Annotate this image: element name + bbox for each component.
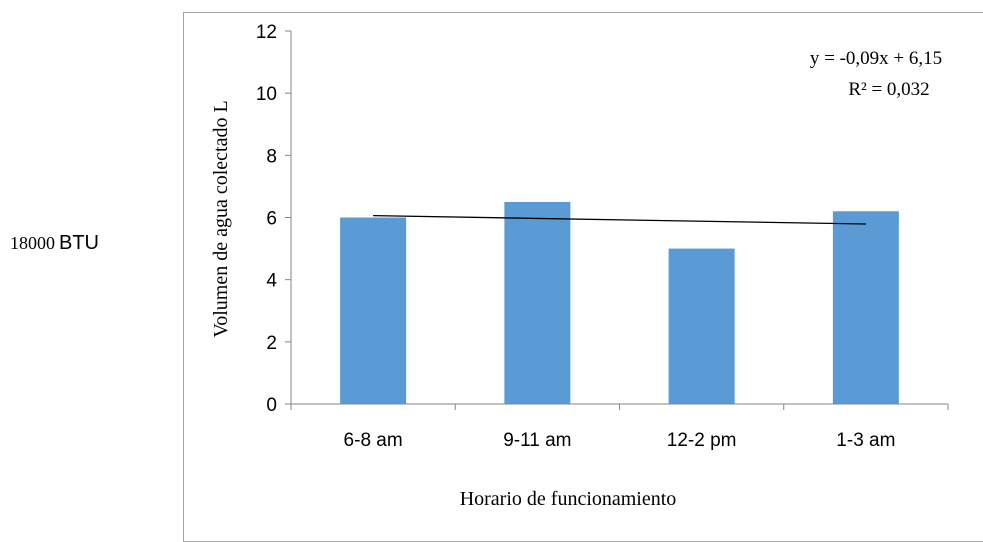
y-tick-label: 10 xyxy=(256,84,277,105)
trendline-r-squared: R² = 0,032 xyxy=(848,79,929,100)
trendline xyxy=(373,214,866,225)
x-tick-label: 12-2 pm xyxy=(667,430,737,451)
y-tick-label: 0 xyxy=(266,395,277,416)
x-tick-label: 9-11 am xyxy=(503,430,571,451)
y-tick-label: 6 xyxy=(266,209,277,230)
trendline-equation: y = -0,09x + 6,15 xyxy=(810,48,942,69)
y-axis-label: Volumen de agua colectado L xyxy=(210,100,232,337)
x-tick-label: 6-8 am xyxy=(344,430,403,451)
bar-chart: 0 2 4 6 8 10 12 6-8 am 9-11 am 12-2 pm 1-3 am y =… xyxy=(210,22,949,510)
side-label-number: 18000 xyxy=(10,233,55,253)
side-label: 18000 BTU xyxy=(10,232,99,255)
x-tick-label: 1-3 am xyxy=(836,430,895,451)
bar xyxy=(832,211,899,404)
y-axis-ticks: 0 2 4 6 8 10 12 xyxy=(256,22,291,416)
bars xyxy=(340,201,899,404)
bar xyxy=(668,248,735,404)
side-label-unit: BTU xyxy=(59,232,99,254)
x-axis-ticks: 6-8 am 9-11 am 12-2 pm 1-3 am xyxy=(290,404,949,451)
y-tick-label: 8 xyxy=(266,146,277,167)
x-axis-label: Horario de funcionamiento xyxy=(460,488,677,510)
bar xyxy=(340,217,407,404)
y-tick-label: 12 xyxy=(256,22,277,43)
y-tick-label: 4 xyxy=(266,271,277,292)
y-tick-label: 2 xyxy=(266,333,277,354)
bar xyxy=(504,201,571,404)
